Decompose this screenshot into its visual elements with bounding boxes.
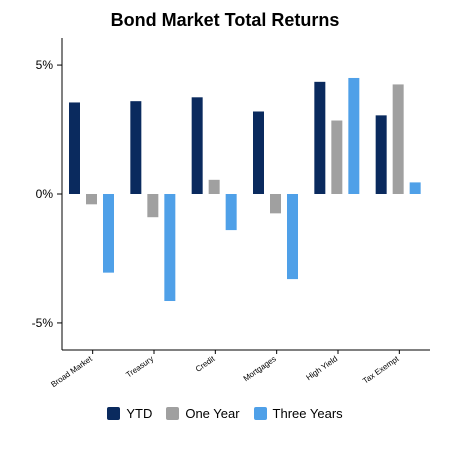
bar-high-yield-ytd (314, 81, 326, 194)
axes-group (61, 38, 430, 351)
x-category-label-treasury: Treasury (124, 354, 155, 379)
legend-item-three-years[interactable]: Three Years (253, 406, 343, 421)
y-tick-label: 0% (36, 187, 54, 201)
legend-item-one-year[interactable]: One Year (166, 406, 240, 421)
bar-broad-market-one-year (86, 194, 97, 205)
legend-swatch-one-year (166, 407, 180, 420)
x-category-label-broad-market: Broad Market (49, 354, 94, 389)
bar-treasury-ytd (130, 101, 142, 194)
bar-broad-market-ytd (69, 102, 80, 194)
bar-treasury-three-years (164, 194, 176, 302)
y-ticks-group: 5% 0% -5% (32, 58, 62, 330)
bar-tax-exempt-one-year (392, 84, 404, 194)
legend-swatch-ytd (107, 407, 121, 420)
chart-legend: YTD One Year Three Years (0, 406, 450, 421)
bar-credit-one-year (208, 179, 220, 194)
legend-label-one-year: One Year (185, 406, 240, 421)
bar-broad-market-three-years (103, 194, 114, 273)
legend-label-three-years: Three Years (272, 406, 343, 421)
bar-tax-exempt-three-years (409, 182, 421, 194)
bar-mortgages-one-year (270, 194, 281, 214)
bar-mortgages-ytd (253, 111, 264, 194)
y-tick-label: 5% (36, 58, 54, 72)
legend-label-ytd: YTD (126, 406, 153, 421)
legend-swatch-three-years (253, 407, 267, 420)
bars-group (69, 77, 421, 302)
x-category-label-high-yield: High Yield (304, 354, 339, 382)
bar-treasury-one-year (147, 194, 159, 218)
bar-credit-ytd (191, 97, 203, 194)
y-tick-label: -5% (32, 316, 54, 330)
legend-item-ytd[interactable]: YTD (107, 406, 152, 421)
bar-tax-exempt-ytd (375, 115, 387, 194)
bar-high-yield-three-years (348, 77, 360, 194)
chart-title: Bond Market Total Returns (110, 10, 340, 30)
x-ticks-group: Broad Market Treasury Credit Mortgages High … (49, 350, 401, 389)
x-category-label-tax-exempt: Tax Exempt (361, 354, 401, 386)
bar-mortgages-three-years (287, 194, 298, 280)
x-category-label-credit: Credit (194, 354, 217, 374)
bar-high-yield-one-year (331, 120, 343, 194)
x-category-label-mortgages: Mortgages (242, 354, 278, 383)
bar-credit-three-years (225, 194, 237, 231)
